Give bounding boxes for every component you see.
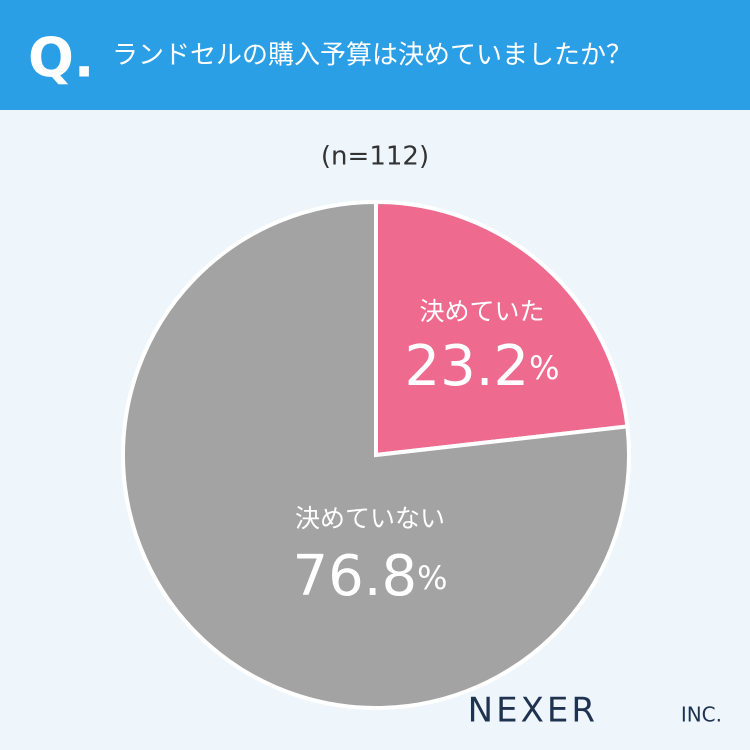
header-band — [0, 0, 750, 110]
logo-suffix: INC. — [681, 703, 722, 727]
q-label: Q. — [28, 27, 94, 90]
slice-label: 決めていない — [295, 504, 445, 533]
value-label: 23.2% — [404, 334, 559, 399]
pie-slice — [121, 199, 631, 710]
value-label: 76.8% — [292, 544, 447, 609]
chart-title: ランドセルの購入予算は決めていましたか？ — [112, 41, 632, 71]
pie — [121, 199, 631, 710]
logo: NEXER — [468, 691, 598, 731]
chart-subtitle: (n=112) — [321, 142, 429, 172]
pie-slice — [374, 199, 630, 458]
slice-label: 決めていた — [419, 297, 544, 326]
